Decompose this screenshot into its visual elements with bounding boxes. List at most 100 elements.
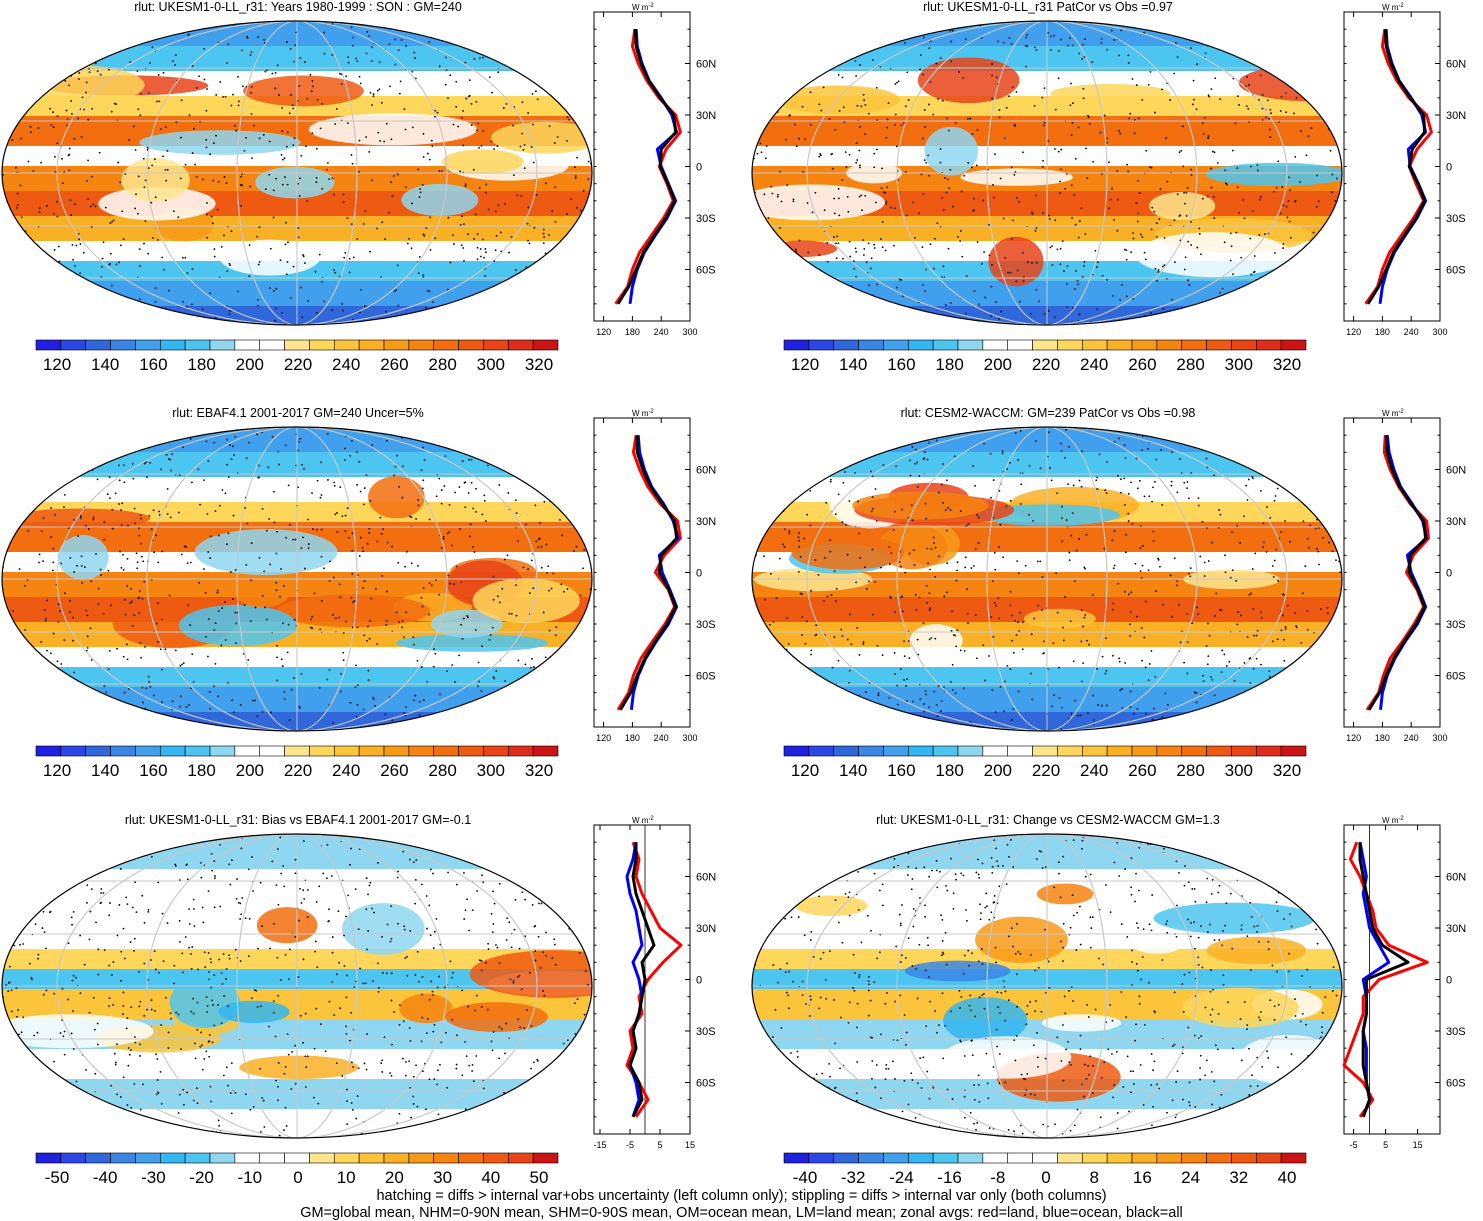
colorbar-tick-label: 160 [887, 761, 916, 780]
colorbar-tick-label: 120 [790, 355, 820, 374]
panel-title: rlut: CESM2-WACCM: GM=239 PatCor vs Obs … [900, 406, 1196, 420]
zonal-x-tick-label: 300 [682, 327, 697, 337]
map-panel [751, 20, 1343, 326]
zonal-lat-tick-label: 0 [696, 568, 702, 580]
colorbar-tick-label: 300 [1224, 355, 1253, 374]
colorbar-tick-label: 280 [428, 355, 457, 374]
colorbar-labels: 120 140 160 180 200 220 240 260 280 300 320 [783, 355, 1309, 377]
zonal-x-tick-label: -5 [626, 1140, 634, 1150]
colorbar-tick-label: 30 [433, 1168, 453, 1187]
colorbar-tick-label: -16 [937, 1168, 962, 1187]
zonal-all-line [1366, 29, 1427, 305]
zonal-all-line [1367, 435, 1428, 711]
colorbar-tick-label: 320 [524, 761, 554, 780]
colorbar-tick-label: 16 [1132, 1168, 1152, 1187]
zonal-lat-tick-label: 30N [696, 516, 716, 528]
colorbar-tick-label: 280 [1176, 355, 1205, 374]
colorbar-tick-label: 240 [332, 761, 361, 780]
zonal-unit-label: W m-2 [1382, 3, 1404, 12]
zonal-lat-tick-label: 30S [1446, 213, 1466, 225]
zonal-lat-tick-label: 60N [1446, 872, 1466, 884]
colorbar-labels: -40 -32 -24 -16 -8 0 8 16 24 32 40 [783, 1168, 1309, 1190]
colorbar-tick-label: 160 [887, 355, 916, 374]
colorbar [35, 745, 559, 757]
map-panel [751, 426, 1343, 732]
colorbar-tick-label: 140 [839, 761, 868, 780]
colorbar-tick-label: 140 [91, 761, 120, 780]
zonal-unit-label: W m-2 [1382, 409, 1404, 418]
zonal-lat-tick-label: 0 [1446, 975, 1452, 987]
zonal-lat-tick-label: 60S [696, 1078, 716, 1090]
zonal-unit-label: W m-2 [1382, 816, 1404, 825]
zonal-x-tick-label: -15 [593, 1140, 606, 1150]
map-panel [1, 426, 593, 732]
colorbar-tick-label: -20 [189, 1168, 214, 1187]
zonal-lat-tick-label: 60N [696, 465, 716, 477]
colorbar-tick-label: 140 [839, 355, 868, 374]
zonal-lat-tick-label: 30S [1446, 619, 1466, 631]
zonal-ocean-line [628, 29, 679, 305]
zonal-lat-tick-label: 0 [696, 975, 702, 987]
zonal-lat-tick-label: 60N [1446, 465, 1466, 477]
colorbar-tick-label: 300 [476, 761, 505, 780]
zonal-x-tick-label: 120 [1346, 327, 1361, 337]
zonal-land-line [614, 28, 682, 305]
zonal-lat-tick-label: 60S [1446, 1078, 1466, 1090]
zonal-x-tick-label: 180 [625, 327, 640, 337]
panel-title: rlut: EBAF4.1 2001-2017 GM=240 Uncer=5% [172, 406, 424, 420]
panel-title: rlut: UKESM1-0-LL_r31 PatCor vs Obs =0.9… [923, 0, 1173, 14]
colorbar-tick-label: 220 [283, 761, 313, 780]
zonal-all-line [616, 29, 678, 305]
zonal-all-line [628, 842, 656, 1118]
zonal-mean-plot: W m-2 60N 30N 0 30S 60S 120 180 240 300 [593, 3, 716, 337]
map-panel [751, 833, 1343, 1139]
colorbar-tick-label: 220 [283, 355, 313, 374]
colorbar-tick-label: 320 [1272, 761, 1302, 780]
zonal-x-tick-label: 300 [1432, 327, 1447, 337]
zonal-lat-tick-label: 30N [1446, 110, 1466, 122]
zonal-land-line [1342, 841, 1429, 1118]
colorbar-tick-label: -8 [990, 1168, 1006, 1187]
colorbar-tick-label: 8 [1089, 1168, 1099, 1187]
zonal-mean-plot: W m-2 60N 30N 0 30S 60S 120 180 240 300 [593, 409, 716, 743]
zonal-lat-tick-label: 30N [1446, 923, 1466, 935]
zonal-land-line [1364, 28, 1433, 305]
colorbar-tick-label: 260 [1128, 355, 1157, 374]
colorbar-tick-label: 20 [384, 1168, 404, 1187]
zonal-lat-tick-label: 0 [1446, 568, 1452, 580]
colorbar-tick-label: 200 [235, 761, 264, 780]
zonal-land-line [616, 434, 682, 711]
zonal-mean-plot: W m-2 60N 30N 0 30S 60S 120 180 240 300 [1343, 3, 1466, 337]
colorbar-tick-label: -50 [44, 1168, 70, 1187]
colorbar-tick-label: 140 [91, 355, 120, 374]
colorbar-tick-label: 0 [1041, 1168, 1051, 1187]
colorbar-tick-label: 200 [983, 761, 1012, 780]
colorbar-tick-label: 40 [481, 1168, 501, 1187]
colorbar-labels: 120 140 160 180 200 220 240 260 280 300 320 [35, 761, 561, 783]
colorbar-tick-label: 300 [476, 355, 505, 374]
map-panel [1, 833, 593, 1139]
colorbar-tick-label: 240 [1080, 761, 1109, 780]
zonal-lat-tick-label: 30S [696, 213, 716, 225]
zonal-x-tick-label: 300 [682, 733, 697, 743]
colorbar-tick-label: 320 [524, 355, 554, 374]
colorbar-tick-label: 200 [983, 355, 1012, 374]
colorbar-tick-label: 220 [1031, 761, 1061, 780]
colorbar [35, 339, 559, 351]
colorbar-tick-label: -32 [840, 1168, 866, 1187]
colorbar-tick-label: -40 [792, 1168, 818, 1187]
zonal-x-tick-label: -5 [1350, 1140, 1358, 1150]
zonal-lat-tick-label: 30N [696, 923, 716, 935]
colorbar-tick-label: 50 [529, 1168, 549, 1187]
panel-title: rlut: UKESM1-0-LL_r31: Bias vs EBAF4.1 2… [124, 813, 472, 827]
zonal-x-tick-label: 300 [1432, 733, 1447, 743]
colorbar-tick-label: 180 [935, 355, 964, 374]
colorbar-tick-label: 160 [139, 355, 168, 374]
zonal-lat-tick-label: 30N [1446, 516, 1466, 528]
footer-line-2: GM=global mean, NHM=0-90N mean, SHM=0-90… [300, 1205, 1183, 1221]
zonal-mean-plot: W m-2 60N 30N 0 30S 60S -5 5 15 [1342, 816, 1466, 1150]
zonal-all-line [619, 435, 679, 711]
zonal-lat-tick-label: 60S [1446, 671, 1466, 683]
zonal-mean-plot: W m-2 60N 30N 0 30S 60S -15 -5 5 15 [593, 816, 716, 1150]
panel-title: rlut: UKESM1-0-LL_r31: Change vs CESM2-W… [876, 813, 1220, 827]
